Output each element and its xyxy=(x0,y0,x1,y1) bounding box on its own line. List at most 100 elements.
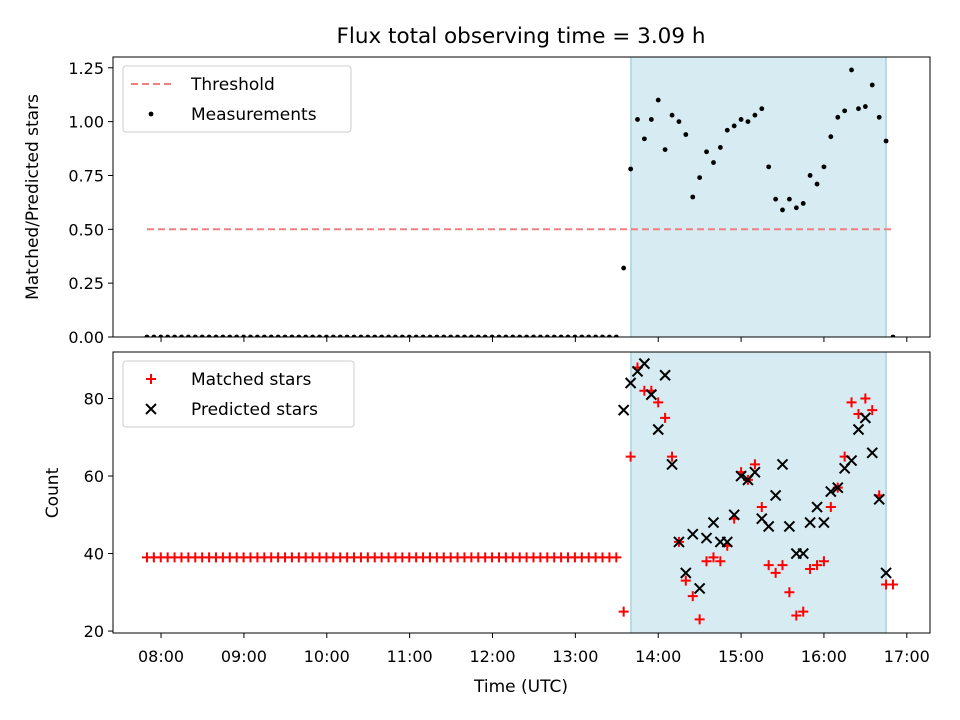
bottom-legend: Matched stars Predicted stars xyxy=(122,360,355,428)
measurement-point xyxy=(828,134,834,140)
measurement-point xyxy=(441,334,447,337)
measurement-point xyxy=(697,175,703,181)
predicted-stars-point xyxy=(652,423,664,436)
measurement-point xyxy=(731,123,737,129)
measurement-point xyxy=(524,334,529,337)
measurement-point xyxy=(669,112,675,118)
legend-predicted-stars-symbol xyxy=(145,403,157,415)
measurement-point xyxy=(275,334,281,337)
x-tick-label: 10:00 xyxy=(304,647,350,666)
measurement-point xyxy=(558,334,564,337)
matched-stars-point xyxy=(749,459,760,470)
measurement-point xyxy=(448,334,454,337)
predicted-stars-point xyxy=(818,516,830,529)
predicted-stars-point xyxy=(873,493,885,505)
top-y-axis-label: Matched/Predicted stars xyxy=(23,94,43,300)
measurement-point xyxy=(676,119,682,125)
matched-stars-point xyxy=(860,393,871,404)
measurement-point xyxy=(372,334,378,337)
predicted-stars-point xyxy=(866,447,878,459)
legend-label: Measurements xyxy=(191,105,317,125)
bottom-y-axis-label: Count xyxy=(43,467,63,518)
chart-title: Flux total observing time = 3.09 h xyxy=(337,24,706,49)
measurement-point xyxy=(482,334,488,337)
predicted-stars-point xyxy=(845,454,858,467)
x-tick-label: 13:00 xyxy=(552,647,598,666)
matched-stars-point xyxy=(687,591,698,602)
measurement-point xyxy=(862,104,868,109)
measurement-point xyxy=(172,334,177,337)
measurement-point xyxy=(842,108,848,114)
bottom-y-tick-label: 60 xyxy=(84,467,104,486)
measurement-point xyxy=(869,82,875,88)
measurement-point xyxy=(766,164,772,170)
matched-stars-point xyxy=(715,556,726,567)
measurement-point xyxy=(724,127,730,133)
matched-stars-point xyxy=(798,606,809,617)
measurement-point xyxy=(600,334,605,337)
matched-stars-point xyxy=(770,567,781,578)
matched-stars-point xyxy=(680,575,691,586)
measurement-point xyxy=(648,117,654,122)
legend-label: Threshold xyxy=(190,75,275,95)
x-tick-label: 17:00 xyxy=(884,647,930,666)
matched-stars-point xyxy=(867,405,878,416)
measurement-point xyxy=(158,334,164,337)
predicted-stars-point xyxy=(659,369,671,381)
bottom-legend-frame xyxy=(122,360,355,428)
predicted-stars-point xyxy=(617,404,630,416)
x-tick-label: 08:00 xyxy=(138,647,184,666)
predicted-stars-point xyxy=(687,528,699,540)
bottom-marks xyxy=(141,357,898,625)
predicted-stars-point xyxy=(804,516,816,529)
measurement-point xyxy=(593,334,599,337)
predicted-stars-point xyxy=(832,481,844,494)
measurement-point xyxy=(752,112,758,118)
matched-stars-point xyxy=(660,412,671,423)
measurement-point xyxy=(607,334,612,337)
matched-stars-point xyxy=(825,502,836,513)
measurement-point xyxy=(531,334,536,337)
predicted-stars-point xyxy=(749,466,761,478)
measurement-point xyxy=(759,106,765,112)
measurement-point xyxy=(365,334,371,337)
measurement-point xyxy=(144,334,150,337)
measurement-point xyxy=(337,334,343,337)
measurement-point xyxy=(468,334,474,337)
predicted-stars-point xyxy=(735,470,747,482)
measurement-point xyxy=(628,166,634,172)
x-tick-label: 09:00 xyxy=(221,647,267,666)
bottom-observing-span xyxy=(630,351,887,634)
predicted-stars-point xyxy=(645,388,658,401)
top-y-tick-label: 0.75 xyxy=(68,166,104,185)
measurement-point xyxy=(351,334,357,337)
predicted-stars-point xyxy=(721,536,733,548)
measurement-point xyxy=(220,334,226,337)
measurement-point xyxy=(199,334,205,337)
measurement-point xyxy=(261,334,267,337)
measurement-point xyxy=(621,265,627,271)
matched-stars-point xyxy=(611,552,622,563)
predicted-stars-point xyxy=(638,357,651,370)
measurement-point xyxy=(248,334,253,337)
measurement-point xyxy=(690,194,696,200)
measurement-point xyxy=(635,117,640,122)
measurement-point xyxy=(538,334,543,337)
predicted-stars-point xyxy=(811,501,823,513)
measurement-point xyxy=(151,334,157,337)
measurement-point xyxy=(551,334,557,337)
bottom-y-tick-label: 40 xyxy=(84,545,104,564)
measurement-point xyxy=(399,334,405,337)
measurement-point xyxy=(192,334,198,337)
measurement-point xyxy=(455,334,460,337)
matched-stars-point xyxy=(701,556,712,567)
measurement-point xyxy=(213,334,219,337)
top-axes-frame xyxy=(112,56,931,338)
matched-stars-point xyxy=(812,560,823,571)
top-marks xyxy=(144,67,896,337)
top-y-tick-label: 1.25 xyxy=(68,59,104,78)
measurement-point xyxy=(255,334,260,337)
predicted-stars-point xyxy=(776,458,789,471)
x-axis-label: Time (UTC) xyxy=(473,677,568,697)
predicted-stars-point xyxy=(666,458,678,471)
